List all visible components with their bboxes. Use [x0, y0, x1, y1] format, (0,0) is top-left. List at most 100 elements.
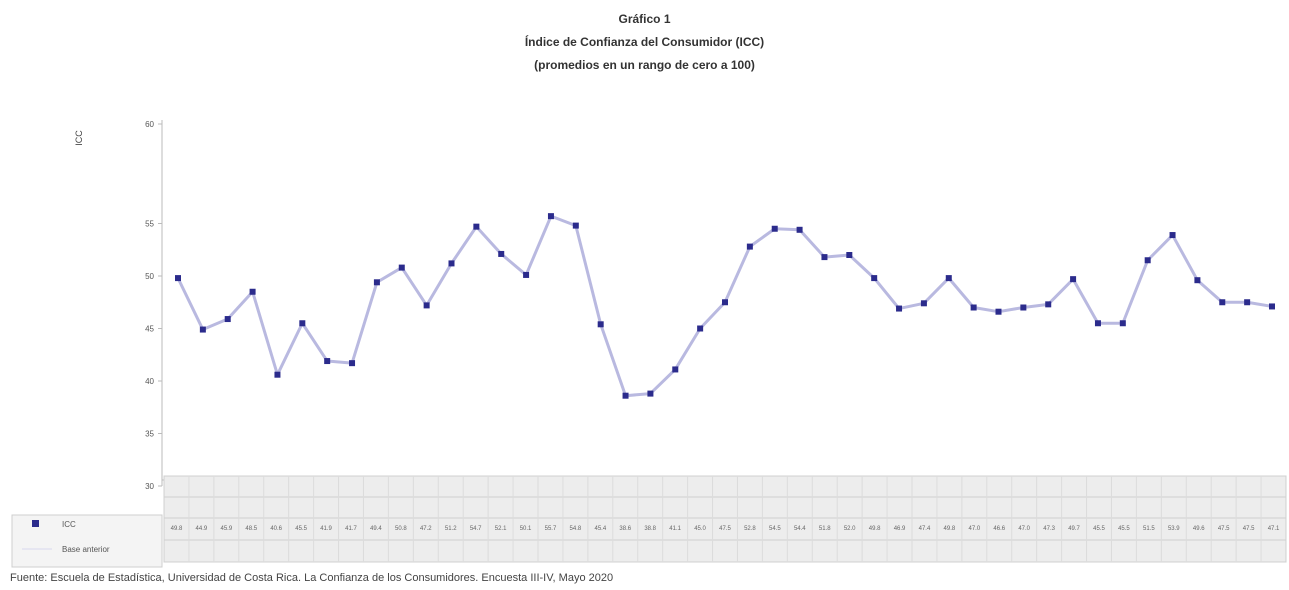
table-cell-value: 51.2 — [445, 526, 457, 532]
data-point — [970, 304, 977, 311]
data-point — [199, 326, 206, 333]
table-cell-value: 49.6 — [1193, 526, 1205, 532]
data-point — [672, 366, 679, 373]
data-table: 49.8 44.9 45.9 48.5 40.6 45.5 41.9 41.7 49.4 50.8… — [163, 475, 1287, 563]
y-tick-label: 60 — [145, 120, 154, 129]
table-cell-value: 38.6 — [619, 526, 631, 532]
table-cell-value: 47.0 — [968, 526, 980, 532]
data-point — [1045, 301, 1052, 308]
table-cell-value: 41.7 — [345, 526, 357, 532]
data-point — [771, 225, 778, 232]
table-cell-value: 38.8 — [644, 526, 656, 532]
table-cell-value: 49.8 — [171, 526, 183, 532]
y-axis-label: ICC — [74, 130, 84, 146]
data-point — [547, 213, 554, 220]
data-point — [796, 226, 803, 233]
data-point — [647, 390, 654, 397]
chart-titles: Gráfico 1 Índice de Confianza del Consum… — [0, 8, 1289, 77]
data-point — [448, 260, 455, 267]
table-cell-value: 45.4 — [594, 526, 606, 532]
series-lines — [176, 214, 1273, 398]
legend: ICC Base anterior — [11, 514, 163, 568]
table-cell-value: 47.5 — [1243, 526, 1255, 532]
table-cell-value: 47.1 — [1268, 526, 1280, 532]
table-cell-value: 52.1 — [495, 526, 507, 532]
table-cell-value: 44.9 — [196, 526, 208, 532]
table-background — [163, 475, 1287, 563]
table-cell-value: 41.1 — [669, 526, 681, 532]
data-point — [622, 392, 629, 399]
table-cell-value: 47.5 — [719, 526, 731, 532]
legend-marker-icc — [32, 520, 39, 527]
series-line-icc — [176, 214, 1273, 398]
data-point — [722, 299, 728, 306]
legend-label-base: Base anterior — [62, 545, 110, 554]
data-point — [896, 305, 903, 312]
table-cell-value: 54.7 — [470, 526, 482, 532]
table-cell-value: 46.6 — [993, 526, 1005, 532]
table-cell-value: 45.5 — [1093, 526, 1105, 532]
table-cell-value: 41.9 — [320, 526, 332, 532]
source-footnote: Fuente: Escuela de Estadística, Universi… — [10, 572, 614, 584]
series-points — [175, 213, 1275, 399]
data-point — [1144, 257, 1151, 264]
data-point — [373, 279, 380, 286]
table-cell-value: 47.2 — [420, 526, 432, 532]
data-point — [398, 264, 405, 271]
data-point — [349, 360, 356, 367]
table-cell-value: 51.8 — [819, 526, 831, 532]
table-cell-value: 48.5 — [245, 526, 257, 532]
data-point — [1119, 320, 1126, 327]
table-cell-value: 45.5 — [295, 526, 307, 532]
y-tick-label: 30 — [145, 482, 154, 491]
table-cell-value: 50.1 — [520, 526, 532, 532]
table-cell-value: 47.3 — [1043, 526, 1055, 532]
table-cell-value: 52.0 — [844, 526, 856, 532]
chart-title-line2: Índice de Confianza del Consumidor (ICC) — [524, 35, 765, 49]
data-point — [498, 250, 505, 257]
data-point — [523, 271, 530, 278]
data-point — [1094, 320, 1101, 327]
data-point — [1070, 276, 1077, 283]
data-point — [224, 316, 231, 323]
data-point — [945, 275, 952, 282]
table-cell-value: 45.9 — [220, 526, 232, 532]
table-cell-value: 40.6 — [270, 526, 282, 532]
data-point — [1269, 303, 1275, 310]
table-cell-value: 49.7 — [1068, 526, 1080, 532]
y-tick-label: 35 — [145, 430, 154, 439]
data-point — [324, 358, 331, 365]
legend-label-icc: ICC — [62, 520, 76, 529]
table-cell-value: 47.5 — [1218, 526, 1230, 532]
y-tick-label: 50 — [145, 272, 154, 281]
table-cell-value: 49.8 — [944, 526, 956, 532]
data-point — [697, 325, 704, 332]
data-point — [1020, 304, 1027, 311]
data-point — [274, 371, 281, 378]
data-point — [597, 321, 604, 328]
table-cell-value: 49.8 — [869, 526, 881, 532]
axes: 30 35 40 45 50 55 60 — [145, 120, 1284, 491]
table-cell-value: 50.8 — [395, 526, 407, 532]
data-point — [1169, 232, 1176, 239]
table-cell-value: 49.4 — [370, 526, 382, 532]
table-cell-value: 47.4 — [919, 526, 931, 532]
data-point — [871, 275, 878, 282]
chart-title-line3: (promedios en un rango de cero a 100) — [534, 58, 755, 72]
data-point — [423, 302, 430, 309]
data-point — [746, 243, 753, 250]
table-cell-value: 46.9 — [894, 526, 906, 532]
table-cell-value: 54.4 — [794, 526, 806, 532]
data-point — [249, 288, 256, 295]
data-point — [995, 308, 1002, 315]
y-tick-label: 40 — [145, 377, 154, 386]
data-point — [821, 254, 828, 261]
data-point — [1194, 277, 1201, 284]
table-cell-value: 53.9 — [1168, 526, 1180, 532]
data-point — [1219, 299, 1226, 306]
data-point — [846, 252, 853, 258]
table-cell-value: 51.5 — [1143, 526, 1155, 532]
data-point — [175, 275, 181, 282]
table-cell-value: 52.8 — [744, 526, 756, 532]
